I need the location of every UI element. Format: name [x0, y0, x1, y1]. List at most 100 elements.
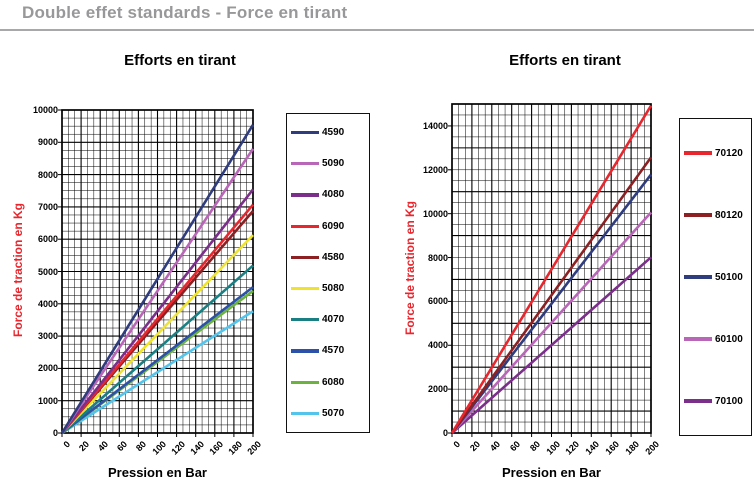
x-tick-label: 180	[623, 439, 642, 457]
legend-line-swatch	[291, 286, 319, 291]
legend-label: 80120	[715, 209, 743, 221]
x-tick-label: 100	[543, 439, 562, 457]
y-tick-label: 4000	[37, 298, 58, 309]
legend-line-swatch	[684, 275, 712, 279]
legend-line-swatch	[291, 193, 319, 197]
x-tick-label: 140	[583, 439, 602, 457]
plot-area	[58, 109, 255, 437]
legend-item-6090: 6090	[287, 221, 369, 232]
legend-line-swatch	[291, 349, 319, 353]
y-tick-label: 14000	[422, 120, 448, 131]
legend-line-swatch	[291, 411, 319, 415]
y-tick-label: 2000	[427, 384, 448, 395]
legend-label: 4070	[322, 314, 345, 326]
legend-item-4580: 4580	[287, 252, 369, 263]
chart-left: Efforts en tirant Force de traction en K…	[0, 40, 380, 490]
y-tick-label: 5000	[37, 266, 58, 277]
legend-item-6080: 6080	[287, 377, 369, 388]
legend-label: 4080	[322, 189, 345, 201]
legend-item-4080: 4080	[287, 189, 369, 200]
legend-label: 70120	[715, 147, 743, 159]
chart-title: Efforts en tirant	[124, 52, 236, 69]
series-line-5090	[60, 148, 255, 434]
series-line-4570	[61, 286, 254, 435]
y-tick-label: 0	[52, 428, 58, 438]
x-tick-label: 200	[643, 439, 662, 457]
legend-line-swatch	[291, 131, 319, 135]
legend-item-60100: 60100	[680, 334, 751, 345]
y-axis-title: Force de traction en Kg	[403, 200, 417, 336]
y-tick-label: 4000	[427, 340, 448, 351]
series-line-4070	[61, 264, 254, 434]
series-line-4590	[60, 124, 255, 434]
legend-line-swatch	[291, 162, 319, 166]
series-line-5080	[61, 234, 254, 434]
x-tick-label: 60	[507, 439, 522, 454]
legend-item-5080: 5080	[287, 283, 369, 294]
legend-line-swatch	[291, 380, 319, 384]
legend-item-5070: 5070	[287, 408, 369, 419]
legend-label: 4590	[322, 127, 345, 139]
legend-label: 6080	[322, 376, 345, 388]
y-tick-label: 7000	[37, 201, 58, 212]
y-tick-label: 0	[442, 428, 448, 438]
chart-right: Efforts en tirant Force de traction en K…	[380, 40, 754, 490]
y-tick-label: 9000	[37, 137, 58, 148]
x-axis-title: Pression en Bar	[502, 465, 601, 480]
legend-label: 60100	[715, 333, 743, 345]
legend: 4590 5090 4080 6090 4580 5080 4070 4570 6080 5070	[286, 113, 370, 433]
legend: 70120 80120 50100 60100 70100	[679, 118, 752, 436]
chart-title: Efforts en tirant	[509, 52, 621, 69]
legend-line-swatch	[684, 337, 712, 341]
legend-item-50100: 50100	[680, 272, 751, 283]
legend-line-swatch	[291, 224, 319, 228]
legend-item-5090: 5090	[287, 158, 369, 169]
y-tick-label: 6000	[427, 296, 448, 307]
series-line-80120	[450, 156, 653, 434]
legend-label: 4580	[322, 251, 345, 263]
y-tick-label: 8000	[37, 169, 58, 180]
legend-label: 6090	[322, 220, 345, 232]
y-tick-label: 2000	[37, 363, 58, 374]
x-tick-label: 160	[603, 439, 622, 457]
x-tick-label: 20	[467, 439, 482, 454]
legend-item-4070: 4070	[287, 314, 369, 325]
legend-label: 70100	[715, 395, 743, 407]
legend-line-swatch	[684, 213, 712, 217]
legend-item-4590: 4590	[287, 127, 369, 138]
series-line-50100	[450, 173, 653, 434]
legend-item-70100: 70100	[680, 396, 751, 407]
legend-line-swatch	[684, 399, 712, 403]
legend-label: 50100	[715, 271, 743, 283]
legend-item-80120: 80120	[680, 210, 751, 221]
header-rule	[0, 29, 754, 31]
x-tick-label: 80	[134, 439, 149, 454]
x-axis-title: Pression en Bar	[108, 465, 207, 480]
legend-item-70120: 70120	[680, 148, 751, 159]
plot-area	[448, 103, 653, 437]
legend-line-swatch	[291, 255, 319, 259]
x-tick-label: 40	[487, 439, 502, 454]
y-tick-label: 6000	[37, 234, 58, 245]
legend-label: 5090	[322, 158, 345, 170]
x-tick-label: 120	[563, 439, 582, 457]
x-tick-label: 100	[149, 439, 168, 457]
x-tick-label: 0	[451, 439, 463, 450]
y-tick-label: 8000	[427, 252, 448, 263]
series-line-70120	[450, 105, 653, 434]
y-tick-label: 10000	[32, 105, 58, 115]
legend-label: 5080	[322, 283, 345, 295]
legend-item-4570: 4570	[287, 345, 369, 356]
series-line-4080	[60, 188, 255, 434]
legend-label: 5070	[322, 407, 345, 419]
y-tick-label: 1000	[37, 395, 58, 406]
legend-label: 4570	[322, 345, 345, 357]
y-tick-label: 10000	[422, 208, 448, 219]
y-tick-label: 3000	[37, 331, 58, 342]
series-line-60100	[451, 211, 652, 434]
page-title: Double effet standards - Force en tirant	[22, 3, 348, 22]
legend-line-swatch	[291, 318, 319, 322]
series-line-5070	[61, 310, 254, 435]
legend-line-swatch	[684, 151, 712, 155]
